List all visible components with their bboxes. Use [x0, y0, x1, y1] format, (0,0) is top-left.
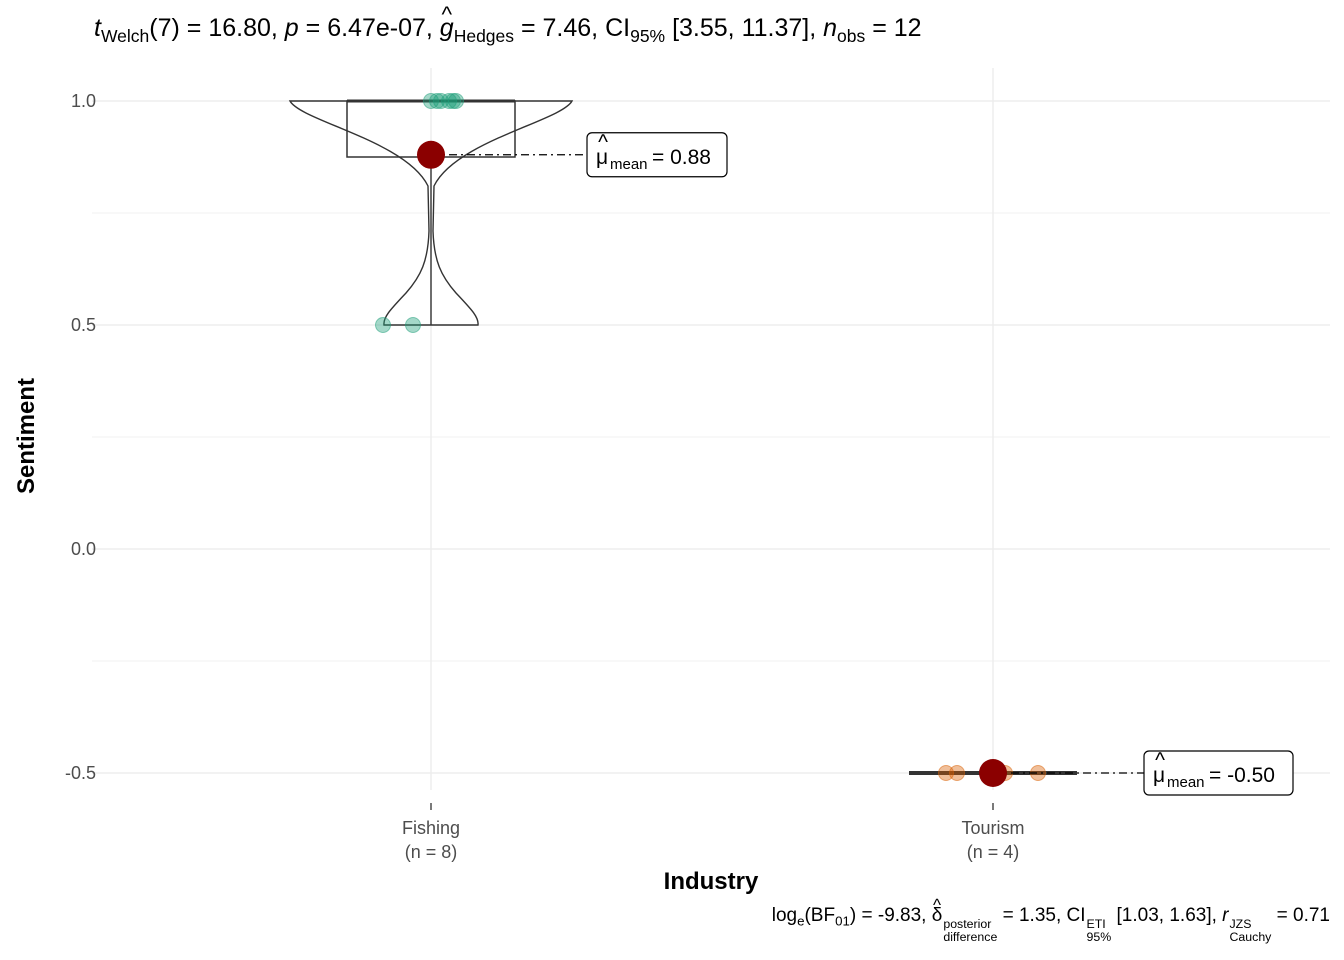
mean-label: ^μ mean = 0.88: [586, 131, 728, 178]
n-symbol: n: [823, 14, 838, 42]
x-tick-count: (n = 8): [405, 842, 458, 862]
n-subscript: obs: [837, 26, 866, 47]
bf-value: ) = -9.83,: [849, 905, 927, 926]
bf-text: (BF: [804, 905, 836, 926]
mean-label-box: [586, 132, 728, 178]
y-axis: -0.5 0.0 0.5 1.0: [65, 91, 96, 783]
df-value: (7): [149, 14, 180, 42]
y-axis-title: Sentiment: [13, 378, 40, 494]
ci-eti-subscript: 95%: [1086, 930, 1112, 945]
mean-label-box: [1143, 750, 1294, 796]
bf-subscript: 01: [835, 913, 850, 929]
data-point-tourism: [949, 765, 965, 781]
mean-value: = 0.88: [652, 146, 711, 169]
mean-symbol: μ: [1153, 764, 1165, 787]
y-tick-label: 0.5: [71, 315, 96, 335]
plot-area: ^μ mean = 0.88^μ mean = -0.50: [288, 93, 1294, 796]
violin-fishing-left: [288, 100, 431, 326]
data-point-tourism: [938, 765, 954, 781]
t-value: = 16.80,: [186, 14, 278, 42]
ci-eti-symbol: CI: [1066, 905, 1086, 926]
r-symbol: r: [1222, 905, 1229, 926]
t-subscript: Welch: [100, 26, 150, 47]
n-value: = 12: [872, 14, 922, 42]
x-axis-title: Industry: [664, 868, 759, 895]
ci-symbol: CI: [605, 14, 631, 42]
log-text: log: [771, 905, 798, 926]
g-symbol: g: [440, 2, 454, 43]
x-tick-label: Fishing: [402, 818, 460, 838]
delta-subscript: difference: [943, 930, 998, 945]
mean-point: [417, 140, 445, 169]
ci-value: [3.55, 11.37],: [672, 14, 817, 42]
delta-superscript: posterior: [943, 917, 992, 932]
g-subscript: Hedges: [453, 26, 515, 47]
mean-subscript: mean: [1167, 774, 1205, 791]
mean-value: = -0.50: [1209, 764, 1275, 787]
caption-stats: loge(BF01) = -9.83, δposteriordifference…: [771, 896, 1330, 945]
g-value: = 7.46,: [520, 14, 599, 42]
data-point-fishing: [375, 317, 391, 333]
log-subscript: e: [797, 913, 805, 929]
x-tick-label: Tourism: [961, 818, 1024, 838]
ci-subscript: 95%: [630, 26, 666, 47]
data-point-fishing: [429, 93, 445, 109]
data-point-fishing: [448, 93, 464, 109]
mean-hat: ^: [598, 131, 608, 154]
y-tick-label: -0.5: [65, 763, 96, 783]
r-subscript: Cauchy: [1229, 930, 1272, 945]
x-tick-count: (n = 4): [967, 842, 1020, 862]
ci-eti-superscript: ETI: [1086, 917, 1106, 932]
t-symbol: t: [94, 14, 101, 42]
p-value: = 6.47e-07,: [305, 14, 433, 42]
ci-eti-value: [1.03, 1.63],: [1116, 905, 1217, 926]
mean-label: ^μ mean = -0.50: [1143, 749, 1294, 796]
y-tick-label: 1.0: [71, 91, 96, 111]
delta-symbol: δ: [932, 896, 943, 927]
subtitle-stats: tWelch(7) = 16.80, p = 6.47e-07, gHedges…: [94, 2, 922, 47]
x-axis: Fishing (n = 8) Tourism (n = 4): [402, 803, 1025, 862]
mean-point: [979, 759, 1007, 787]
data-point-fishing: [405, 317, 421, 333]
p-symbol: p: [284, 14, 299, 42]
mean-hat: ^: [1155, 749, 1165, 772]
r-superscript: JZS: [1229, 917, 1252, 932]
y-tick-label: 0.0: [71, 539, 96, 559]
mean-symbol: μ: [596, 146, 608, 169]
r-value: = 0.71: [1276, 905, 1330, 926]
mean-subscript: mean: [610, 156, 648, 173]
delta-value: = 1.35,: [1002, 905, 1062, 926]
violin-fishing-right: [431, 100, 574, 326]
